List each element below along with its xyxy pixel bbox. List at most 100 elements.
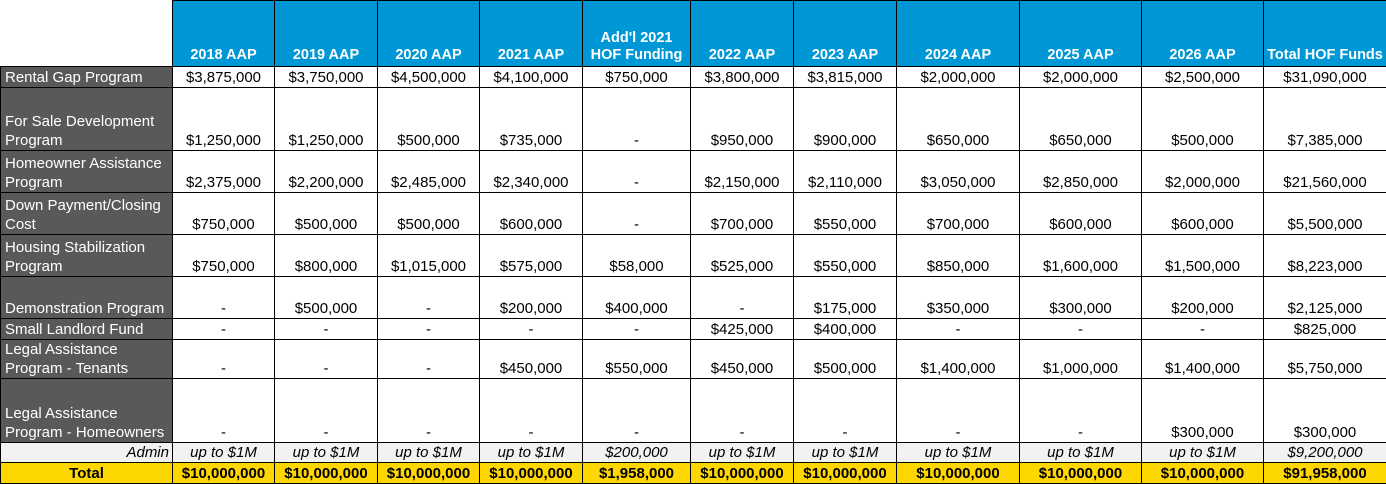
admin-cell: up to $1M — [172, 442, 275, 463]
cell: - — [377, 318, 480, 340]
cell: $300,000 — [1263, 378, 1386, 443]
cell: $1,250,000 — [274, 87, 378, 151]
cell: - — [690, 378, 794, 443]
cell: $3,815,000 — [793, 66, 897, 88]
cell: - — [274, 318, 378, 340]
row-label: Legal Assistance Program - Homeowners — [0, 378, 173, 443]
cell: $2,150,000 — [690, 150, 794, 193]
cell: $2,375,000 — [172, 150, 275, 193]
cell: - — [377, 378, 480, 443]
cell: $1,015,000 — [377, 234, 480, 277]
admin-cell: $200,000 — [582, 442, 691, 463]
corner-cell — [0, 0, 173, 67]
cell: $500,000 — [377, 192, 480, 235]
cell: $600,000 — [1019, 192, 1142, 235]
cell: $575,000 — [479, 234, 583, 277]
column-header: 2026 AAP — [1141, 0, 1264, 67]
cell: $550,000 — [793, 234, 897, 277]
cell: - — [582, 192, 691, 235]
program-row: Down Payment/Closing Cost $750,000 $500,00… — [0, 192, 1386, 235]
row-label: Demonstration Program — [0, 276, 173, 319]
cell: $425,000 — [690, 318, 794, 340]
program-row: Demonstration Program - $500,000- $200,000 $… — [0, 276, 1386, 319]
cell: - — [582, 87, 691, 151]
cell: $900,000 — [793, 87, 897, 151]
cell: - — [582, 150, 691, 193]
cell: $4,500,000 — [377, 66, 480, 88]
cell: $2,000,000 — [1141, 150, 1264, 193]
cell: - — [896, 318, 1020, 340]
cell: $3,750,000 — [274, 66, 378, 88]
total-cell: $10,000,000 — [479, 462, 583, 484]
row-label: Down Payment/Closing Cost — [0, 192, 173, 235]
cell: - — [793, 378, 897, 443]
admin-cell: up to $1M — [793, 442, 897, 463]
cell: $175,000 — [793, 276, 897, 319]
cell: $2,340,000 — [479, 150, 583, 193]
cell: - — [172, 339, 275, 379]
cell: $2,500,000 — [1141, 66, 1264, 88]
total-cell: $10,000,000 — [1141, 462, 1264, 484]
cell: $58,000 — [582, 234, 691, 277]
cell: - — [479, 378, 583, 443]
program-row: Legal Assistance Program - Homeowners - - -… — [0, 378, 1386, 443]
cell: $825,000 — [1263, 318, 1386, 340]
cell: - — [377, 339, 480, 379]
cell: $1,000,000 — [1019, 339, 1142, 379]
cell: $700,000 — [896, 192, 1020, 235]
program-row: Homeowner Assistance Program $2,375,000 $2… — [0, 150, 1386, 193]
cell: - — [377, 276, 480, 319]
total-cell: $10,000,000 — [172, 462, 275, 484]
total-cell: $1,958,000 — [582, 462, 691, 484]
cell: $1,250,000 — [172, 87, 275, 151]
cell: $1,400,000 — [1141, 339, 1264, 379]
cell: $2,125,000 — [1263, 276, 1386, 319]
cell: - — [172, 276, 275, 319]
column-header: 2025 AAP — [1019, 0, 1142, 67]
total-label: Total — [0, 462, 173, 484]
cell: $200,000 — [1141, 276, 1264, 319]
cell: $500,000 — [274, 276, 378, 319]
cell: $500,000 — [377, 87, 480, 151]
cell: - — [1141, 318, 1264, 340]
cell: $2,485,000 — [377, 150, 480, 193]
cell: $450,000 — [479, 339, 583, 379]
cell: $21,560,000 — [1263, 150, 1386, 193]
total-cell: $10,000,000 — [377, 462, 480, 484]
cell: $950,000 — [690, 87, 794, 151]
cell: $525,000 — [690, 234, 794, 277]
cell: - — [172, 318, 275, 340]
column-header: Total HOF Funds — [1263, 0, 1386, 67]
cell: - — [582, 318, 691, 340]
total-cell: $91,958,000 — [1263, 462, 1386, 484]
total-cell: $10,000,000 — [793, 462, 897, 484]
row-label: Housing Stabilization Program — [0, 234, 173, 277]
cell: $3,050,000 — [896, 150, 1020, 193]
program-row: Legal Assistance Program - Tenants - - - $45… — [0, 339, 1386, 379]
cell: $700,000 — [690, 192, 794, 235]
admin-cell: $9,200,000 — [1263, 442, 1386, 463]
column-header: 2024 AAP — [896, 0, 1020, 67]
cell: $750,000 — [582, 66, 691, 88]
cell: $31,090,000 — [1263, 66, 1386, 88]
cell: $200,000 — [479, 276, 583, 319]
column-header: 2022 AAP — [690, 0, 794, 67]
column-header: 2023 AAP — [793, 0, 897, 67]
cell: $850,000 — [896, 234, 1020, 277]
cell: $600,000 — [479, 192, 583, 235]
cell: $2,000,000 — [896, 66, 1020, 88]
cell: $800,000 — [274, 234, 378, 277]
cell: $735,000 — [479, 87, 583, 151]
cell: $5,750,000 — [1263, 339, 1386, 379]
row-label: For Sale Development Program — [0, 87, 173, 151]
cell: $400,000 — [793, 318, 897, 340]
cell: - — [479, 318, 583, 340]
column-header: 2021 AAP — [479, 0, 583, 67]
column-header: 2019 AAP — [274, 0, 378, 67]
cell: $4,100,000 — [479, 66, 583, 88]
admin-cell: up to $1M — [274, 442, 378, 463]
program-row: Small Landlord Fund - - - - - $425,000 $400,000… — [0, 318, 1386, 340]
cell: - — [1019, 318, 1142, 340]
